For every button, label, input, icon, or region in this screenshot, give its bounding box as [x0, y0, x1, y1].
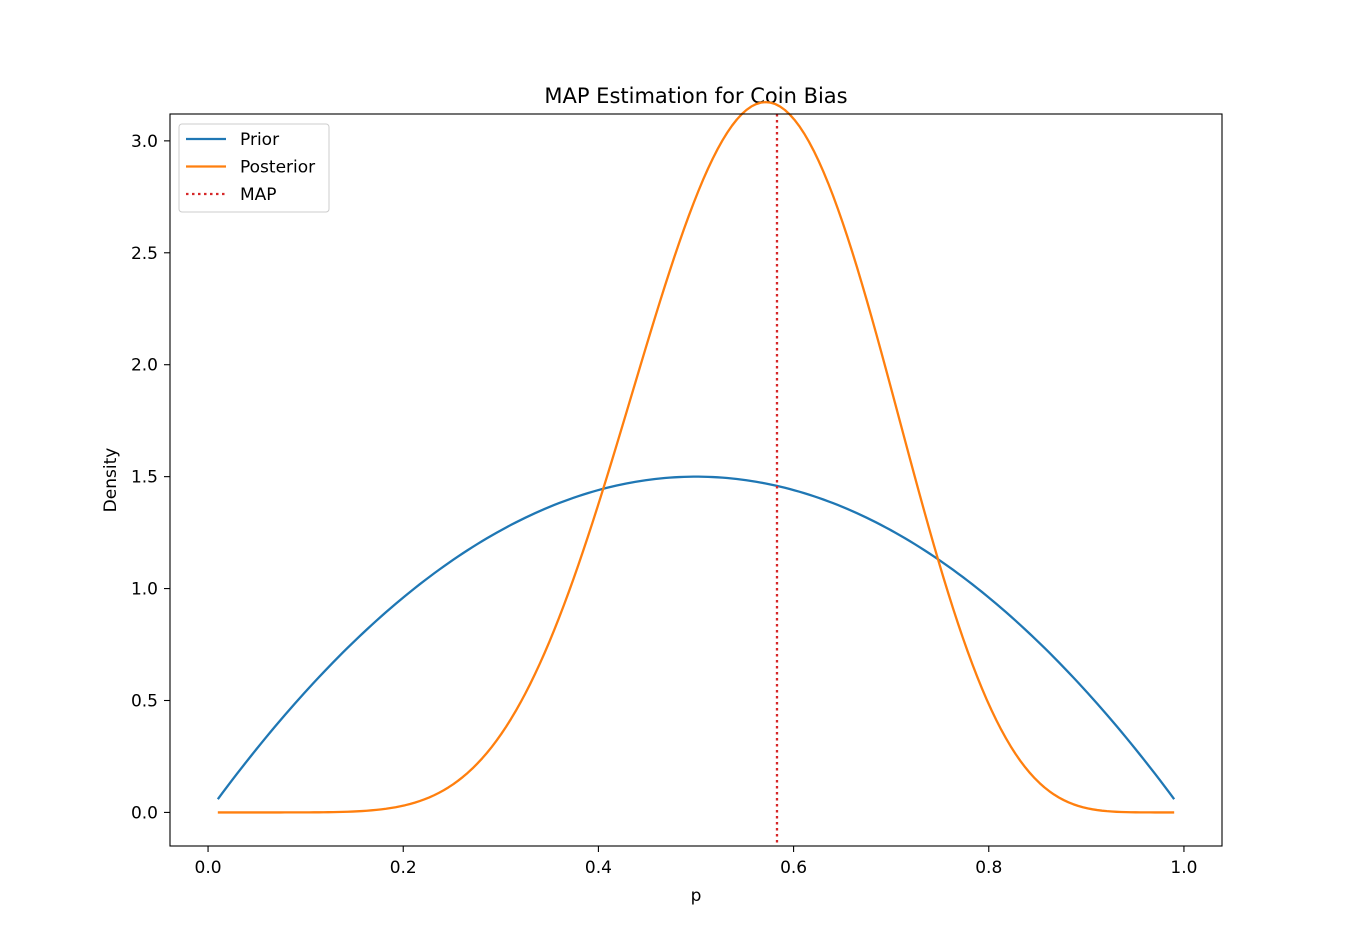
y-tick-label: 1.5: [131, 468, 158, 488]
y-tick-label: 0.5: [131, 691, 158, 711]
legend-box: [178, 123, 330, 213]
x-tick-label: 0.4: [585, 858, 612, 878]
y-tick-label: 3.0: [131, 132, 158, 152]
legend-label-map: MAP: [240, 185, 277, 205]
legend-label-posterior: Posterior: [240, 158, 315, 178]
x-tick-label: 0.0: [195, 858, 222, 878]
series-line-prior: [216, 475, 1176, 800]
chart-title: MAP Estimation for Coin Bias: [544, 84, 847, 108]
y-tick-label: 2.5: [131, 244, 158, 264]
x-tick-label: 0.8: [975, 858, 1002, 878]
y-tick-label: 2.0: [131, 356, 158, 376]
plot-area: 0.0 0.2 0.4 0.6 0.8 1.0 0.0 0.5 1.0 1.5 2.0 2.5 3.0: [131, 100, 1223, 878]
x-tick-label: 1.0: [1170, 858, 1197, 878]
legend: Prior Posterior MAP: [178, 123, 330, 213]
plot-frame: [169, 113, 1223, 847]
y-axis-label: Density: [101, 448, 121, 513]
x-tick-label: 0.2: [390, 858, 417, 878]
x-tick-label: 0.6: [780, 858, 807, 878]
x-axis-label: p: [691, 886, 702, 906]
y-tick-label: 0.0: [131, 803, 158, 823]
y-tick-label: 1.0: [131, 580, 158, 600]
legend-label-prior: Prior: [240, 130, 279, 150]
series-line-posterior: [217, 100, 1175, 814]
